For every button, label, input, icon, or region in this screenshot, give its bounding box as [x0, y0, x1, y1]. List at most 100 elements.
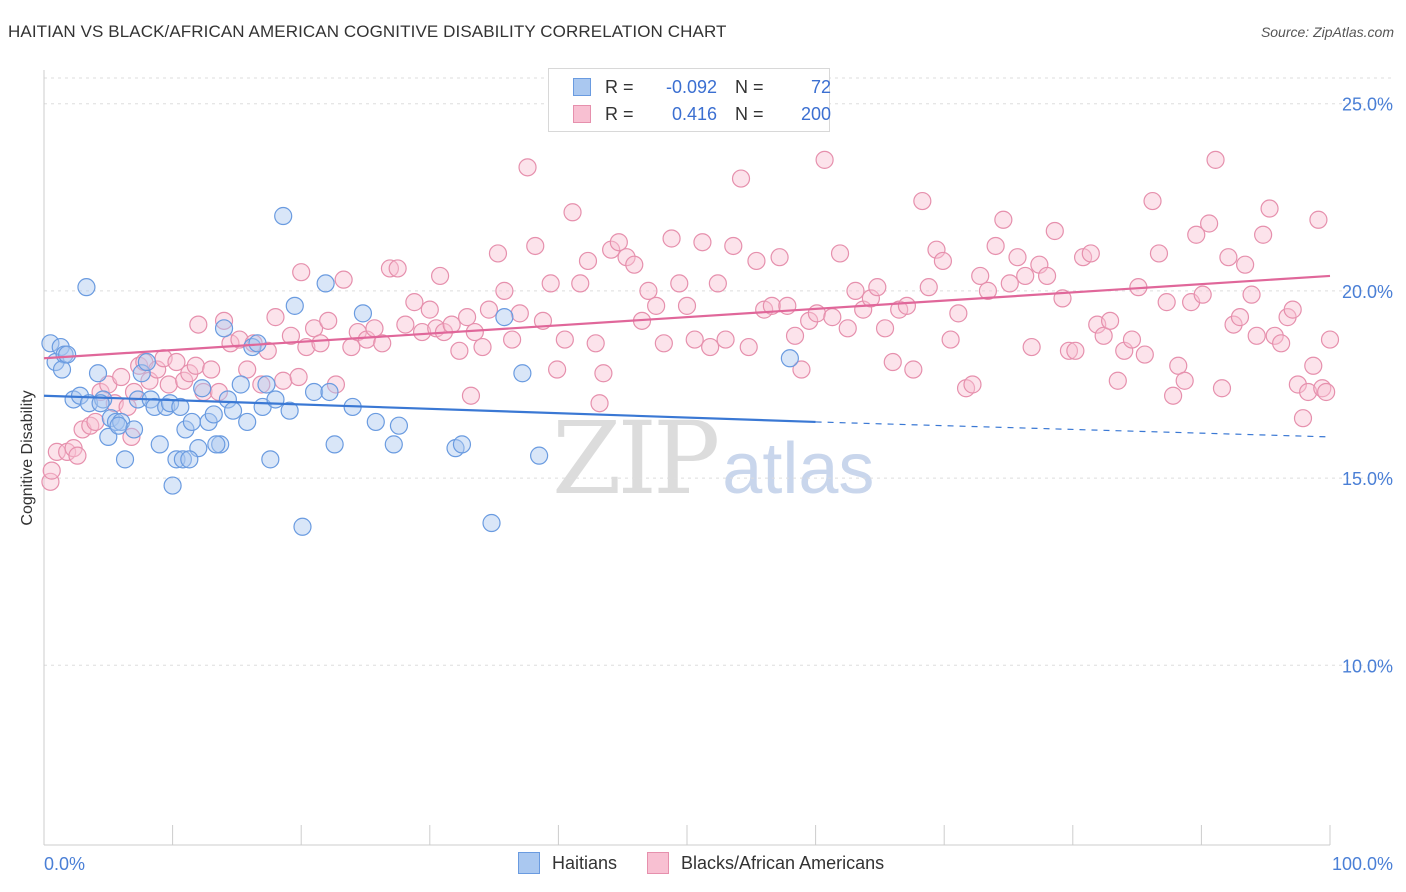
black-african-american-point	[488, 244, 508, 263]
black-african-american-point	[266, 308, 285, 327]
haitian-point	[132, 364, 151, 383]
black-african-american-point	[1260, 199, 1279, 218]
black-african-american-point	[1149, 244, 1169, 263]
haitian-point	[482, 513, 501, 533]
black-african-american-point	[1045, 221, 1064, 241]
black-african-american-point	[388, 259, 407, 278]
black-african-american-point	[662, 229, 681, 248]
source-credit: Source: ZipAtlas.com	[1260, 24, 1394, 40]
haitian-point	[238, 412, 257, 432]
black-african-american-point	[1175, 371, 1194, 390]
legend-n-value: 200	[800, 103, 831, 124]
black-african-american-point	[541, 274, 560, 293]
black-african-american-point	[747, 251, 766, 271]
black-african-american-point	[252, 375, 271, 394]
black-african-american-point	[42, 461, 61, 480]
black-african-american-point	[122, 427, 141, 447]
haitian-point	[452, 435, 472, 454]
legend-swatch-haitians	[573, 78, 591, 96]
legend-item-haitians[interactable]: Haitians	[518, 852, 617, 874]
black-african-american-point	[258, 341, 277, 360]
black-african-american-point	[919, 278, 938, 297]
black-african-american-point	[510, 304, 529, 323]
black-african-american-point	[971, 266, 990, 286]
haitian-point	[182, 412, 201, 432]
y-tick-label: 25.0%	[1342, 95, 1393, 115]
black-african-american-point	[654, 334, 673, 353]
black-african-american-point	[639, 281, 658, 300]
haitian-point	[211, 435, 230, 454]
haitian-point	[316, 274, 335, 293]
legend-swatch-blacks	[647, 852, 670, 874]
black-african-american-point	[904, 360, 923, 379]
black-african-american-point	[292, 263, 311, 282]
haitian-point	[274, 206, 293, 226]
black-african-american-point	[304, 319, 324, 338]
black-african-american-point	[625, 255, 644, 274]
black-african-american-point	[396, 315, 415, 334]
black-african-american-point	[571, 274, 590, 293]
haitian-point	[91, 394, 110, 413]
haitian-point	[389, 416, 409, 435]
haitian-point	[173, 450, 192, 469]
haitian-point	[223, 401, 243, 420]
black-african-american-point	[1206, 150, 1225, 169]
black-african-american-point	[1219, 248, 1238, 267]
black-african-american-point	[311, 334, 330, 353]
black-african-american-point	[450, 341, 469, 360]
black-african-american-point	[941, 330, 960, 349]
black-african-american-point	[68, 446, 87, 465]
black-african-american-point	[238, 360, 257, 379]
black-african-american-point	[708, 274, 727, 293]
black-african-american-point	[380, 259, 400, 278]
black-african-american-point	[1293, 409, 1313, 428]
black-african-american-point	[1309, 210, 1328, 229]
black-african-american-point	[503, 330, 522, 349]
watermark: ZIPatlas	[552, 400, 874, 517]
black-african-american-point	[289, 367, 308, 387]
black-african-american-point	[1108, 371, 1127, 390]
black-african-american-point	[1265, 326, 1284, 345]
black-african-american-point	[1200, 214, 1219, 233]
haitian-point	[218, 390, 237, 409]
haitian-point	[58, 345, 77, 364]
legend-item-blacks[interactable]: Blacks/African Americans	[647, 852, 884, 874]
black-african-american-point	[823, 308, 842, 327]
black-african-american-point	[555, 330, 574, 349]
haitian-point	[384, 435, 403, 454]
black-african-american-point	[685, 330, 704, 349]
legend-row-haitians: R = -0.092 N = 72	[573, 74, 831, 100]
black-african-american-point	[861, 289, 880, 308]
black-african-american-point	[731, 169, 751, 188]
legend-label-haitians: Haitians	[552, 852, 618, 873]
black-african-american-point	[994, 210, 1013, 229]
legend-r-value: -0.092	[665, 76, 717, 97]
haitian-point	[180, 450, 199, 469]
x-tick-label: 0.0%	[44, 854, 85, 874]
black-african-american-point	[770, 248, 789, 267]
haitian-point	[204, 405, 223, 424]
haitian-point	[513, 364, 532, 383]
haitian-point	[530, 446, 549, 465]
black-african-american-point	[1320, 330, 1340, 349]
haitian-point	[207, 435, 226, 454]
haitian-point	[150, 435, 169, 454]
black-african-american-point	[281, 326, 301, 345]
black-african-american-point	[1008, 248, 1027, 267]
y-tick-label: 20.0%	[1342, 282, 1393, 302]
black-african-american-point	[457, 308, 477, 327]
black-african-american-point	[1164, 386, 1183, 405]
black-african-american-point	[578, 251, 598, 271]
black-african-american-point	[978, 281, 998, 300]
black-african-american-point	[1059, 341, 1079, 360]
black-african-american-point	[214, 311, 234, 330]
black-african-american-point	[1193, 285, 1212, 304]
black-african-american-point	[548, 360, 567, 379]
legend-swatch-haitians	[518, 852, 540, 874]
black-african-american-point	[1247, 326, 1266, 345]
black-african-american-point	[334, 270, 353, 289]
black-african-american-point	[868, 278, 887, 297]
black-african-american-point	[594, 364, 613, 383]
black-african-american-point	[1187, 225, 1206, 244]
